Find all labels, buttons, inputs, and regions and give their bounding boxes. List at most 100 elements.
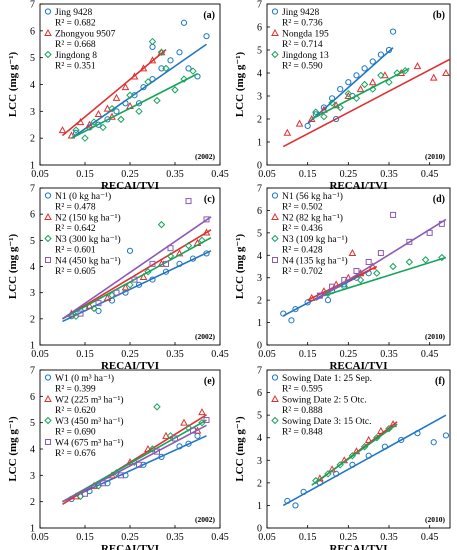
fit-line — [282, 58, 450, 148]
data-point — [72, 126, 80, 134]
x-tick-label: 0.45 — [421, 349, 439, 360]
data-point — [172, 435, 178, 442]
x-tick-label: 0.05 — [31, 349, 49, 360]
data-point — [175, 249, 184, 257]
legend-marker — [45, 257, 51, 263]
data-point — [356, 85, 365, 93]
data-point — [421, 256, 430, 264]
legend-r2: R² = 0.736 — [282, 19, 323, 29]
legend-series-name: Nongda 195 — [282, 30, 329, 40]
legend-r2: R² = 0.601 — [55, 246, 96, 256]
legend-series-name: Jing 9428 — [55, 8, 92, 18]
panel-label: (f) — [435, 376, 445, 387]
data-point — [304, 122, 311, 130]
x-tick-label: 0.05 — [258, 169, 276, 180]
data-point — [189, 67, 197, 75]
data-point — [406, 238, 413, 245]
data-point — [198, 408, 206, 416]
data-point — [117, 115, 125, 124]
data-point — [126, 247, 134, 254]
legend-r2: R² = 0.605 — [55, 267, 96, 277]
data-point — [139, 64, 148, 72]
x-axis-label: RECAI/TVI — [329, 180, 387, 192]
data-point — [368, 78, 377, 86]
legend-series-name: Sowing Date 3: 15 Otc. — [282, 417, 371, 427]
data-point — [365, 259, 372, 266]
legend-r2: R² = 0.428 — [282, 246, 323, 256]
data-point — [295, 119, 304, 127]
data-point — [442, 432, 450, 439]
y-tick-label: 3 — [257, 92, 262, 103]
y-tick-label: 3 — [30, 288, 35, 299]
x-tick-label: 0.45 — [211, 349, 229, 360]
data-point — [131, 276, 138, 283]
data-point — [81, 134, 89, 142]
y-tick-label: 4 — [257, 69, 262, 80]
data-point — [176, 49, 183, 56]
data-point — [166, 432, 175, 440]
data-point — [167, 57, 174, 64]
legend-marker — [271, 8, 279, 15]
data-point — [113, 108, 120, 115]
y-tick-label: 1 — [30, 341, 35, 352]
data-point — [135, 107, 143, 116]
y-tick-label: 4 — [30, 262, 35, 273]
y-axis-label: LCC (mg g⁻¹) — [7, 234, 19, 300]
data-point — [377, 250, 384, 257]
data-point — [167, 245, 174, 252]
data-point — [153, 403, 161, 411]
data-point — [389, 262, 397, 271]
x-tick-label: 0.45 — [211, 532, 229, 543]
plot-frame — [266, 369, 451, 529]
fit-line — [282, 414, 447, 507]
legend-marker — [271, 28, 279, 36]
chart-panel-f: 0 1 2 3 4 5 6 7 0.05 0.15 0.25 0.35 0.45 RECAI/TVI LCC… — [234, 366, 451, 550]
x-axis-label: RECAI/TVI — [329, 543, 387, 550]
fit-line — [62, 216, 212, 320]
legend-marker — [271, 394, 279, 402]
legend-series-name: Sowing Date 1: 25 Sep. — [282, 374, 372, 384]
data-point — [121, 83, 130, 91]
y-tick-label: 2 — [257, 296, 262, 307]
year-label: (2002) — [195, 152, 215, 161]
y-tick-label: 5 — [257, 228, 262, 239]
data-point — [429, 73, 438, 81]
x-tick-label: 0.35 — [380, 169, 398, 180]
data-point — [154, 448, 160, 455]
y-tick-label: 6 — [30, 26, 35, 37]
data-point — [149, 260, 156, 267]
data-point — [389, 28, 397, 35]
legend-series-name: N1 (0 kg ha⁻¹) — [55, 191, 111, 202]
data-point — [438, 253, 446, 262]
chart-panel-e: 1 2 3 4 5 6 7 0.05 0.15 0.25 0.35 0.45 RECAI/TVI LCC … — [7, 366, 229, 550]
x-axis-label: RECAI/TVI — [101, 543, 159, 550]
legend-marker — [44, 234, 52, 243]
y-tick-label: 1 — [30, 161, 35, 172]
legend-series-name: N2 (82 kg ha⁻¹) — [282, 213, 343, 224]
legend-marker — [272, 257, 278, 263]
legend-marker — [44, 28, 52, 36]
data-point — [292, 502, 299, 509]
y-tick-label: 2 — [257, 478, 262, 489]
x-tick-label: 0.15 — [76, 532, 94, 543]
x-tick-label: 0.25 — [340, 349, 358, 360]
data-point — [336, 103, 344, 112]
data-point — [413, 62, 422, 70]
y-tick-label: 6 — [257, 23, 262, 34]
x-tick-label: 0.45 — [421, 169, 439, 180]
year-label: (2010) — [425, 332, 445, 341]
fit-line — [62, 435, 207, 503]
legend-marker — [271, 50, 279, 59]
x-tick-label: 0.35 — [380, 532, 398, 543]
legend-r2: R² = 0.502 — [282, 203, 323, 213]
legend-r2: R² = 0.399 — [55, 385, 96, 395]
legend-marker — [44, 8, 52, 15]
x-tick-label: 0.35 — [166, 532, 184, 543]
data-point — [353, 72, 360, 79]
data-point — [333, 115, 340, 123]
y-tick-label: 5 — [30, 236, 35, 247]
data-point — [113, 289, 120, 296]
data-point — [328, 99, 336, 107]
